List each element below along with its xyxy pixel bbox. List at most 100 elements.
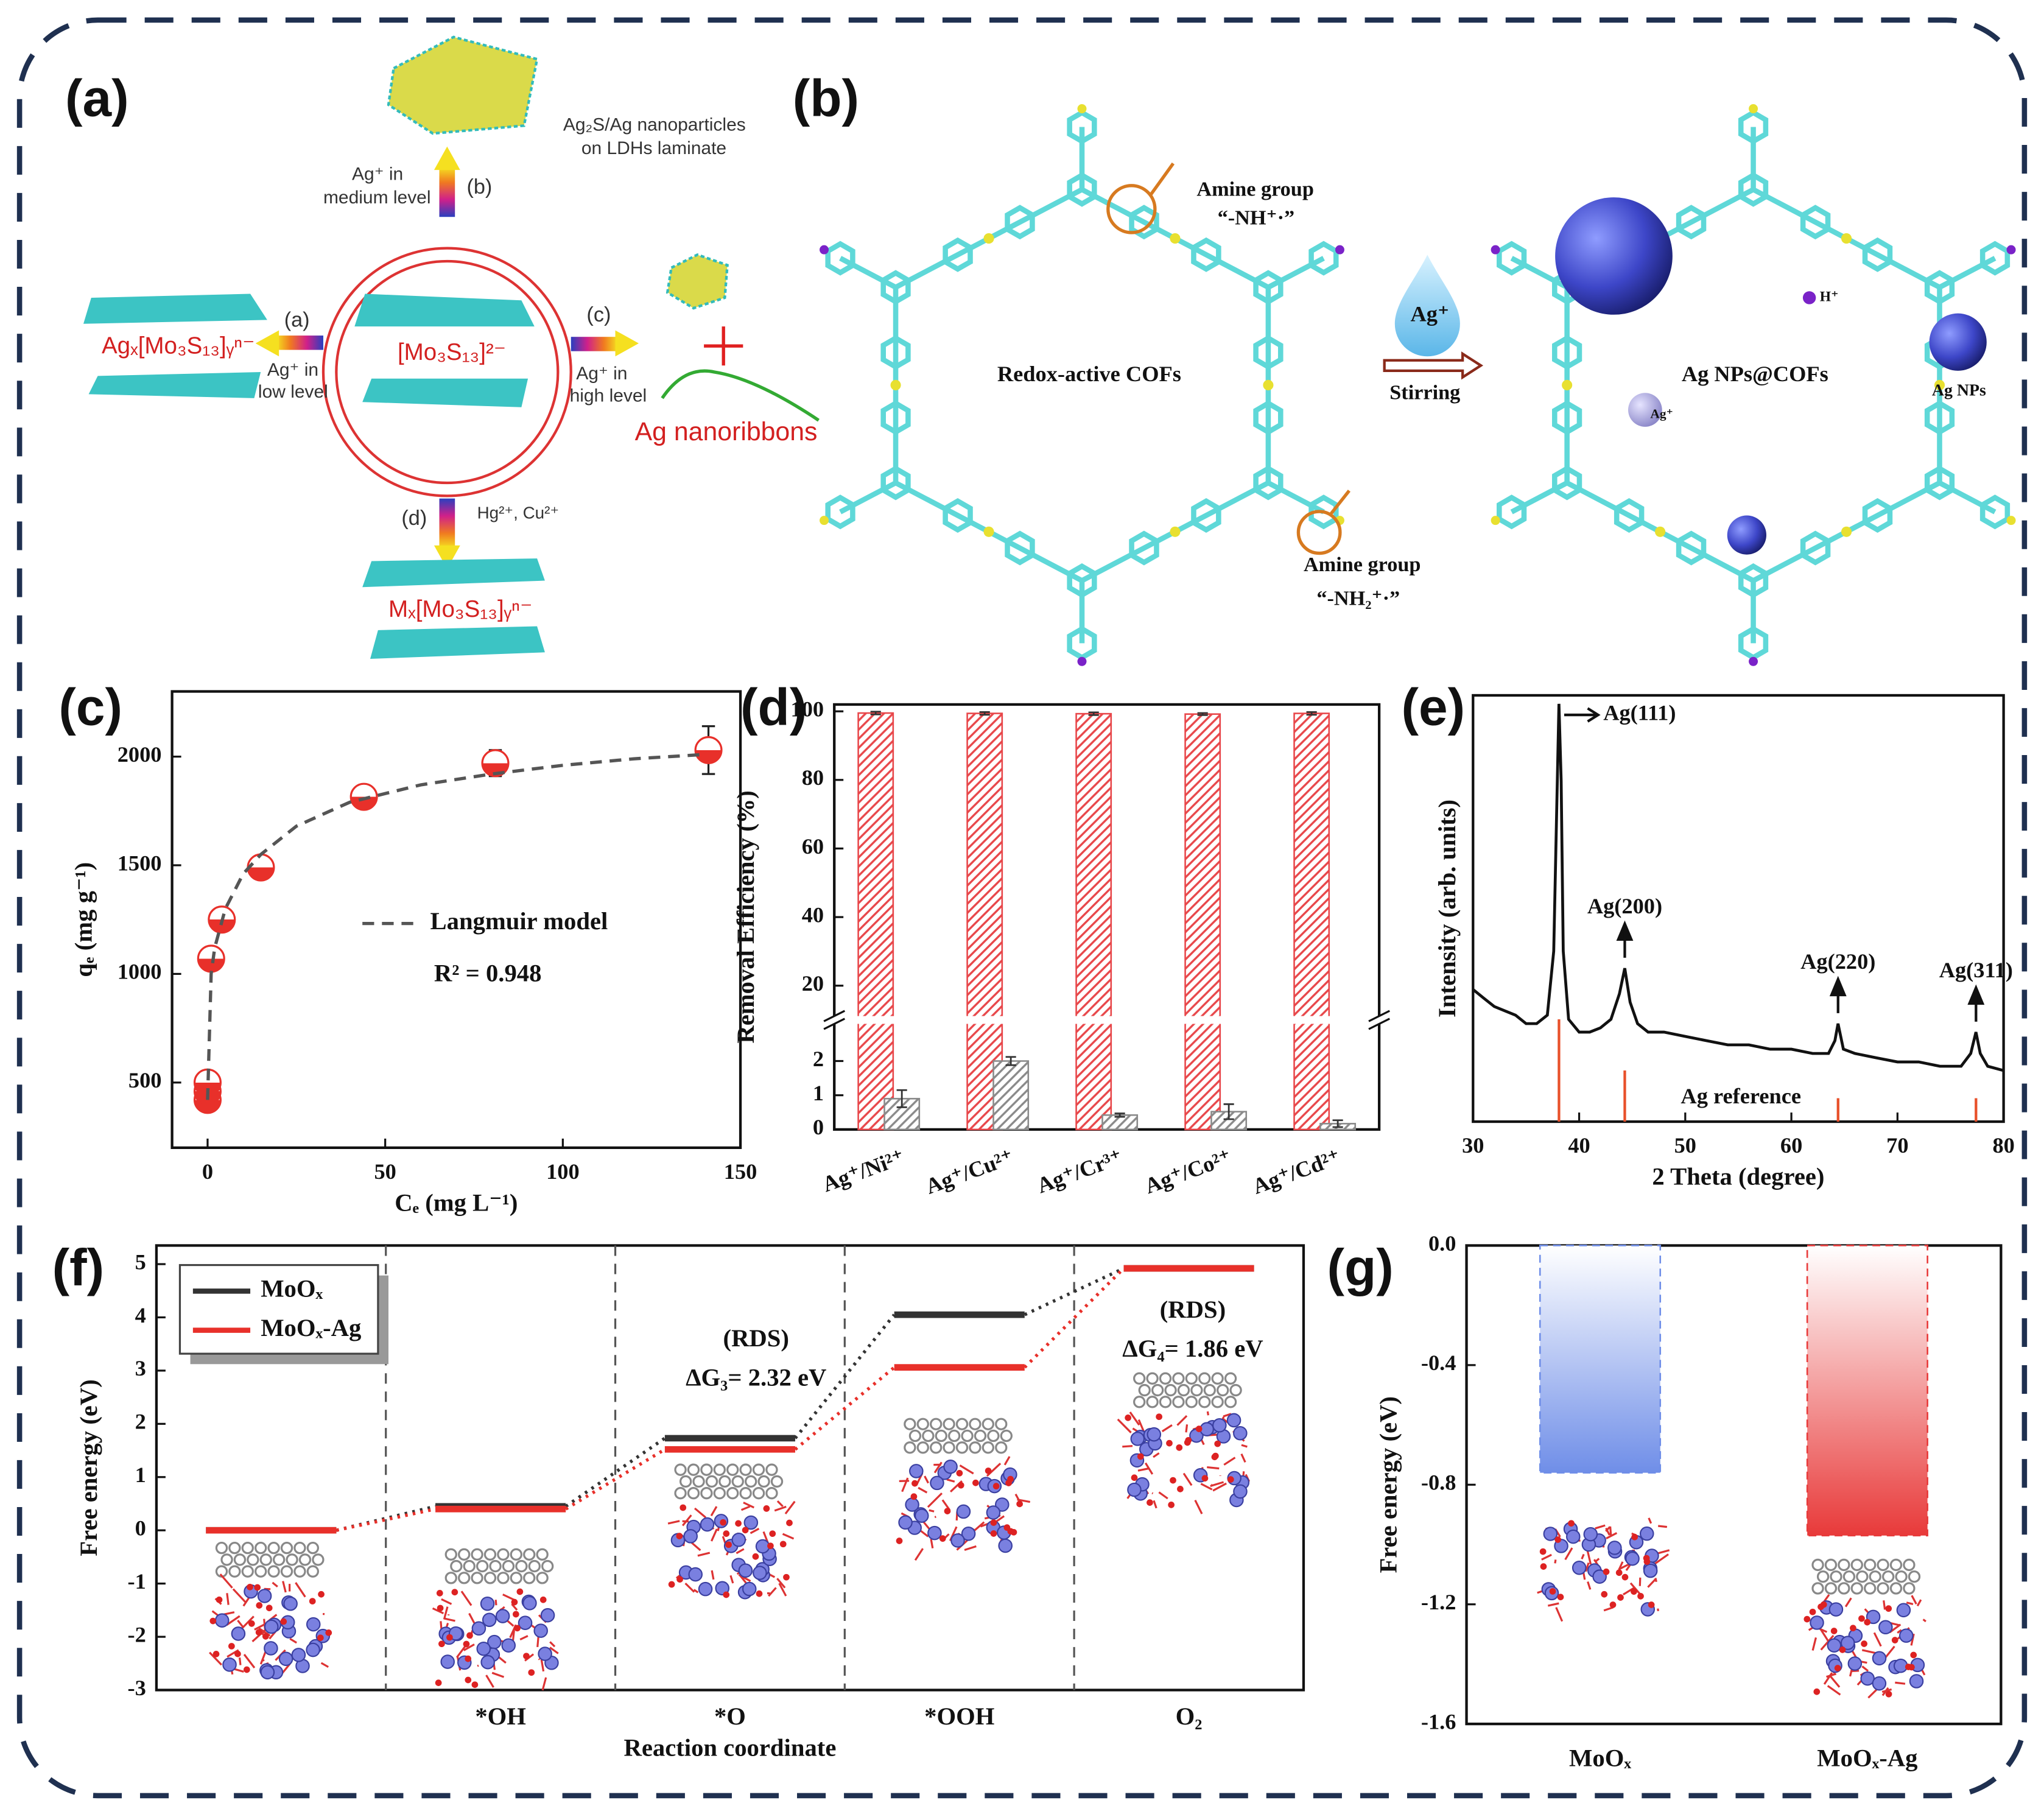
ag-particle <box>1555 197 1673 315</box>
ag-atom <box>1856 1570 1869 1583</box>
arrow-head <box>434 545 460 569</box>
o-atom <box>1212 1452 1219 1460</box>
panel-label: (f) <box>52 1239 105 1297</box>
o-atom <box>767 1542 774 1550</box>
mo-atom <box>518 1615 533 1630</box>
bond <box>441 1598 452 1605</box>
sulfur <box>983 526 994 537</box>
o-atom <box>1609 1601 1617 1608</box>
ag-atom <box>1190 1383 1203 1397</box>
mo-atom <box>1866 1609 1881 1625</box>
error-bar <box>1197 712 1208 716</box>
ag-atom <box>974 1429 987 1443</box>
mo-atom <box>731 1533 746 1547</box>
mo-atom <box>683 1529 698 1544</box>
o-atom <box>1631 1533 1638 1541</box>
mo-atom <box>755 1539 770 1554</box>
bond <box>959 1464 974 1475</box>
bond <box>729 1575 734 1584</box>
bond <box>784 1500 796 1515</box>
o-atom <box>723 1530 730 1538</box>
mo-atom <box>260 1665 275 1680</box>
mo-atom <box>1847 1656 1863 1671</box>
panel-a: (a) Ag₂S/Ag nanoparticles on LDHs lamina… <box>65 35 820 659</box>
o-atom <box>1820 1601 1827 1608</box>
xrd-line <box>1472 703 2004 1072</box>
bond <box>243 1653 256 1669</box>
ag-atom <box>916 1441 929 1454</box>
benzene-ring <box>1862 498 1893 533</box>
ag-atom <box>515 1559 528 1573</box>
o-atom <box>957 1481 964 1489</box>
o-atom <box>1166 1439 1173 1447</box>
ag-atom <box>679 1475 692 1488</box>
y-tick-label: -3 <box>127 1676 146 1700</box>
annotation-arrow <box>1616 920 1634 958</box>
mo-atom <box>501 1638 516 1653</box>
y-tick-label: 2 <box>135 1410 146 1434</box>
mo-atom <box>956 1504 971 1519</box>
benzene-ring <box>1979 494 2011 530</box>
ag-atom <box>687 1487 700 1500</box>
error-bar <box>1088 711 1099 716</box>
y-tick-label: 3 <box>135 1356 146 1380</box>
o-atom <box>1214 1440 1221 1447</box>
ag-atom <box>1830 1570 1842 1583</box>
product-label: Mₓ[Mo₃S₁₃]ᵧⁿ⁻ <box>388 596 532 622</box>
benzene-ring <box>1676 205 1707 240</box>
benzene-ring <box>943 498 973 533</box>
benzene-ring <box>1497 241 1527 276</box>
bond <box>238 1657 242 1665</box>
ag-atom <box>241 1541 254 1555</box>
bond <box>1194 1499 1203 1514</box>
y-tick-label: 40 <box>802 902 824 927</box>
o-atom <box>1813 1688 1821 1695</box>
ag-atom <box>228 1541 241 1555</box>
bond <box>209 1651 222 1666</box>
o-atom <box>1557 1594 1564 1601</box>
panel-label: (b) <box>793 69 859 127</box>
o-atom <box>1891 1637 1898 1643</box>
ag-atom <box>726 1463 739 1476</box>
bond <box>776 1578 786 1589</box>
ring <box>321 247 572 497</box>
bond <box>1603 1606 1614 1612</box>
y-tick-label: 5 <box>135 1249 146 1274</box>
sulfur <box>1655 526 1666 537</box>
o-atom <box>463 1640 470 1648</box>
mo-atom <box>306 1642 320 1657</box>
y-tick-label: 0.0 <box>1428 1231 1456 1256</box>
highlight <box>1106 184 1157 234</box>
ag-atom <box>286 1553 298 1566</box>
o-atom <box>742 1527 749 1534</box>
bond <box>1241 1444 1248 1448</box>
mo-atom <box>222 1657 237 1672</box>
bond <box>443 1617 455 1622</box>
bar <box>966 712 1003 1131</box>
ag-atom <box>450 1559 463 1573</box>
point <box>694 736 723 764</box>
nanoribbon <box>661 369 820 422</box>
y-tick-label: 1500 <box>118 851 162 875</box>
y-tick-label: 1 <box>135 1463 146 1487</box>
mo-atom <box>283 1596 298 1611</box>
y-tick-label: -1 <box>127 1569 146 1594</box>
bond <box>1811 1637 1817 1651</box>
bond <box>463 1643 475 1651</box>
legend-label: Langmuir model <box>430 907 608 935</box>
o-atom <box>1540 1563 1547 1570</box>
panel-label: (e) <box>1402 678 1466 736</box>
o-atom <box>972 1479 979 1486</box>
ag-atom <box>255 1565 267 1578</box>
mo-atom <box>995 1497 1010 1512</box>
o-atom <box>212 1651 220 1657</box>
y-tick-label: -0.8 <box>1421 1471 1456 1495</box>
arrow <box>276 336 323 350</box>
point <box>349 782 378 811</box>
plot-frame <box>155 1244 1305 1692</box>
mo-atom <box>688 1567 703 1582</box>
mo-atom <box>950 1533 965 1548</box>
product-label: Ag nanoribbons <box>635 417 818 446</box>
ag-atom <box>765 1463 778 1476</box>
end-group <box>1335 245 1344 255</box>
